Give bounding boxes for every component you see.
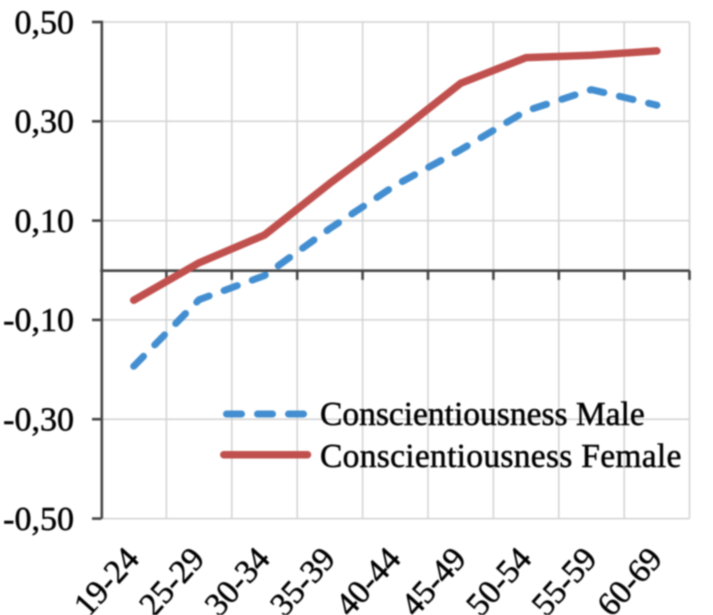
svg-text:Conscientiousness Male: Conscientiousness Male	[320, 396, 645, 433]
svg-text:-0,30: -0,30	[3, 401, 74, 438]
svg-text:0,30: 0,30	[15, 104, 75, 141]
svg-text:Conscientiousness Female: Conscientiousness Female	[320, 438, 682, 475]
svg-text:0,10: 0,10	[15, 203, 75, 240]
svg-text:-0,50: -0,50	[3, 501, 74, 538]
svg-text:0,50: 0,50	[15, 4, 75, 41]
svg-text:-0,10: -0,10	[3, 302, 74, 339]
